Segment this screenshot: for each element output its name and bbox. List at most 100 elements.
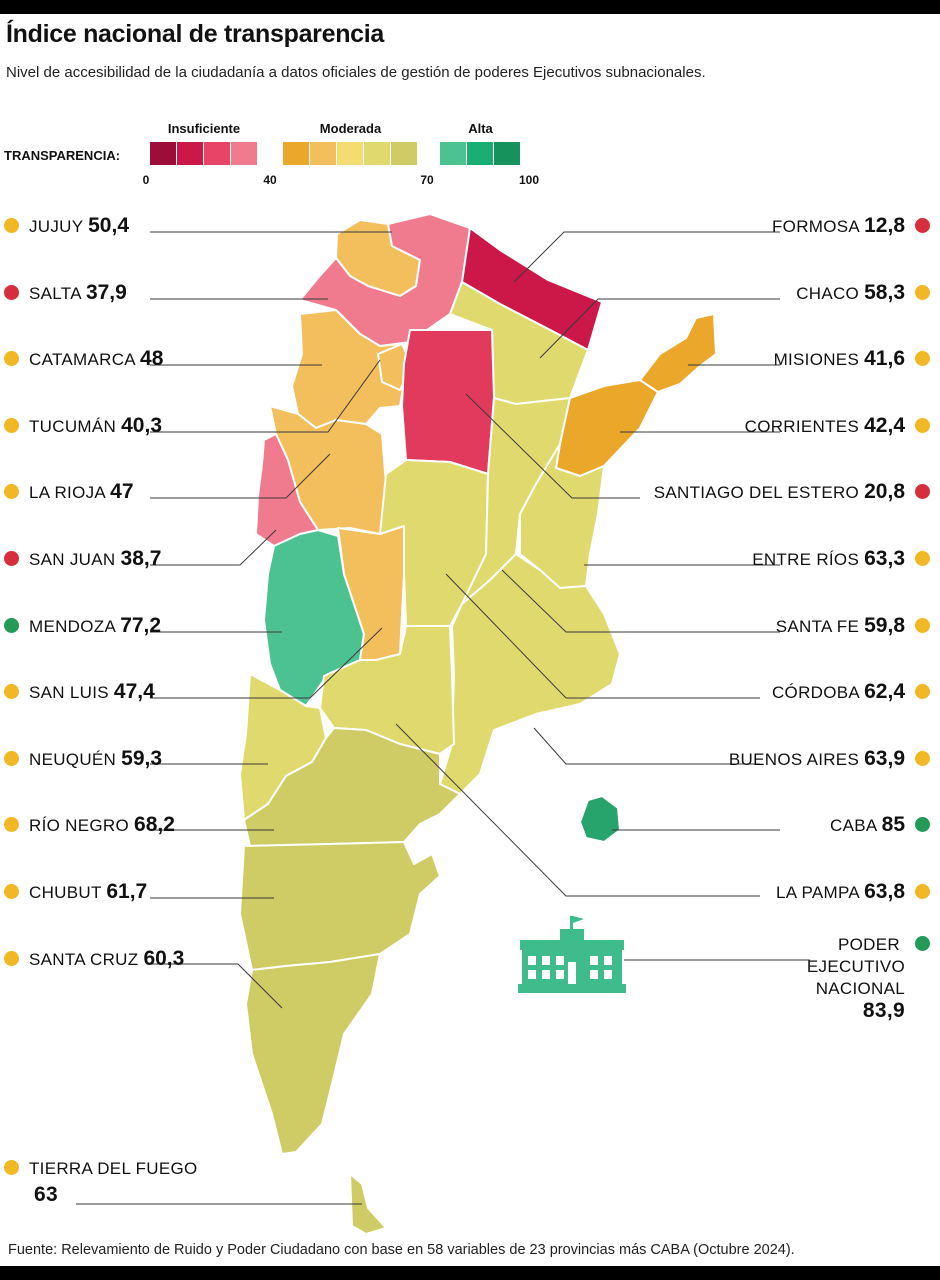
province-santiago-del-estero[interactable]	[401, 329, 495, 475]
region-name: Córdoba	[771, 683, 860, 703]
leader-line	[150, 627, 383, 699]
province-r-o-negro[interactable]	[243, 727, 461, 847]
status-dot	[4, 218, 19, 233]
status-dot	[915, 218, 930, 233]
region-value: 68,2	[134, 813, 175, 837]
region-value: 63,9	[864, 746, 905, 770]
region-value: 61,7	[106, 880, 148, 903]
leader-lines	[76, 231, 810, 1205]
status-dot	[4, 817, 19, 833]
pen-line-3: NACIONAL	[815, 979, 905, 998]
label-entre-rios: Entre Ríos 63,3	[752, 547, 930, 571]
leader-line	[150, 359, 381, 433]
label-salta: Salta 37,9	[4, 281, 127, 305]
region-value: 41,6	[864, 347, 905, 371]
argentina-map	[76, 213, 810, 1235]
region-name: Santiago del Estero	[653, 483, 860, 503]
legend-swatch	[440, 142, 466, 165]
legend-group-label: Alta	[468, 121, 493, 136]
region-name: Salta	[29, 283, 81, 303]
tierra-del-fuego-label: TIERRA DEL FUEGO 63	[4, 1156, 198, 1208]
status-dot	[915, 617, 930, 633]
legend-group-label: Moderada	[320, 121, 382, 136]
label-san-luis: San Luis 47,4	[4, 680, 155, 704]
leader-line	[465, 393, 640, 499]
status-dot	[915, 750, 930, 766]
legend-group-label: Insuficiente	[168, 121, 240, 136]
label-chubut: Chubut 61,7	[4, 880, 147, 904]
region-value: 47,4	[113, 680, 155, 704]
region-name: Corrientes	[744, 416, 860, 436]
province-misiones[interactable]	[639, 313, 717, 393]
legend-tick: 100	[519, 173, 539, 187]
tdf-name: TIERRA DEL FUEGO	[29, 1159, 198, 1178]
region-value: 40,3	[121, 413, 162, 437]
page-subtitle: Nivel de accesibilidad de la ciudadanía …	[6, 64, 706, 81]
label-buenos-aires: Buenos Aires 63,9	[729, 747, 930, 771]
region-name: Entre Ríos	[752, 550, 860, 569]
legend-swatch	[364, 142, 390, 165]
status-dot	[4, 684, 19, 700]
color-legend: TRANSPARENCIA: Insuficiente Moderada Alta 0 4…	[4, 121, 539, 187]
leader-line	[501, 569, 780, 633]
leader-line	[395, 723, 760, 897]
region-value: 12,8	[864, 214, 905, 237]
status-dot	[4, 551, 19, 566]
label-neuquen: Neuquén 59,3	[4, 747, 162, 771]
province-caba[interactable]	[579, 795, 621, 843]
legend-swatch	[467, 142, 493, 165]
province-tdf[interactable]	[349, 1173, 387, 1235]
leader-line	[445, 573, 760, 699]
region-name: San Luis	[29, 683, 109, 703]
legend-swatch	[337, 142, 363, 165]
region-value: 58,3	[864, 280, 905, 304]
region-value: 37,9	[85, 280, 127, 304]
status-dot	[915, 817, 930, 833]
legend-tick: 0	[143, 173, 150, 187]
province-catamarca[interactable]	[291, 309, 407, 429]
region-name: Chubut	[29, 883, 102, 902]
leader-line	[533, 727, 760, 765]
region-value: 48	[140, 347, 164, 371]
legend-swatch	[204, 142, 230, 165]
source-note: Fuente: Relevamiento de Ruido y Poder Ci…	[8, 1242, 795, 1258]
legend-swatch	[177, 142, 203, 165]
label-corrientes: Corrientes 42,4	[745, 414, 930, 438]
label-san-juan: San Juan 38,7	[4, 547, 161, 571]
region-name: Catamarca	[29, 350, 135, 370]
tdf-status-dot	[4, 1160, 19, 1175]
label-la-pampa: La Pampa 63,8	[776, 880, 930, 904]
legend-swatch	[310, 142, 336, 165]
region-value: 42,4	[864, 413, 905, 437]
label-misiones: Misiones 41,6	[774, 347, 930, 371]
region-value: 63,8	[864, 880, 905, 903]
status-dot	[4, 284, 19, 300]
pen-line-2: EJECUTIVO	[806, 957, 905, 976]
province-santa-cruz[interactable]	[245, 953, 381, 1155]
region-name: Río Negro	[29, 816, 129, 836]
leader-line	[150, 963, 283, 1009]
leader-line	[150, 453, 331, 499]
infographic-card: Índice nacional de transparencia Nivel d…	[0, 14, 940, 1266]
label-jujuy: Jujuy 50,4	[4, 214, 129, 238]
status-dot	[4, 417, 19, 433]
label-catamarca: Catamarca 48	[4, 347, 163, 371]
legend-swatch	[283, 142, 309, 165]
legend-tick: 70	[420, 173, 434, 187]
tdf-value: 63	[34, 1183, 58, 1206]
provinces-layer	[239, 213, 717, 1235]
legend-tick: 40	[263, 173, 277, 187]
region-name: Misiones	[773, 350, 860, 370]
region-value: 63,3	[864, 547, 905, 570]
region-value: 38,7	[120, 547, 162, 570]
region-name: San Juan	[29, 550, 116, 569]
region-value: 50,4	[88, 214, 129, 237]
province-chubut[interactable]	[239, 841, 441, 971]
status-dot	[915, 551, 930, 566]
legend-swatch	[391, 142, 417, 165]
label-santa-cruz: Santa Cruz 60,3	[4, 947, 184, 971]
region-name: Jujuy	[29, 217, 84, 236]
status-dot	[915, 884, 930, 899]
label-santiago-del-estero: Santiago del Estero 20,8	[654, 480, 930, 504]
leader-line	[150, 529, 277, 566]
